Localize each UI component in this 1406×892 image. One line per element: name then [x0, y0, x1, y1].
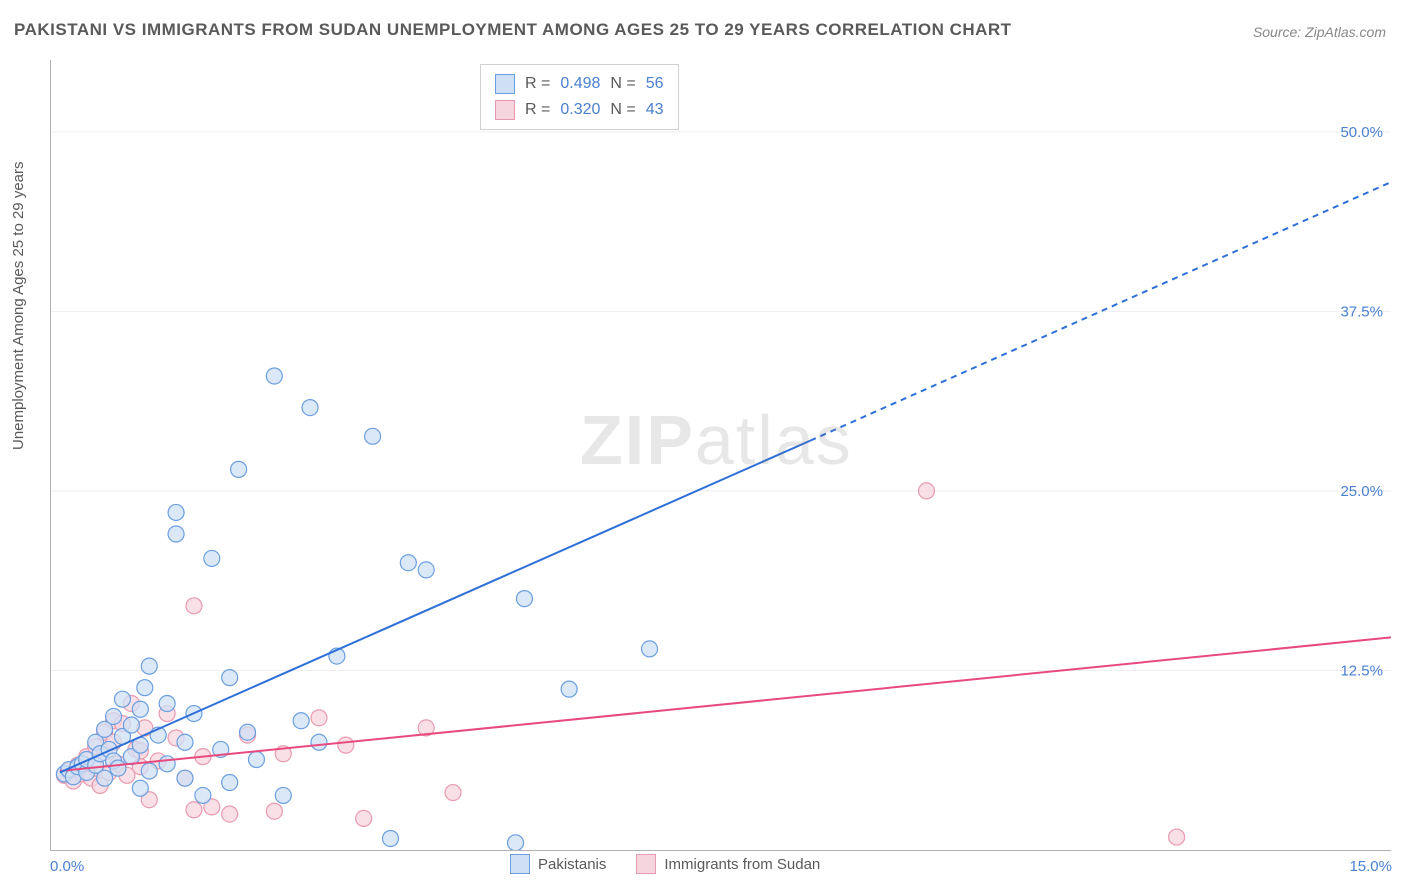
svg-text:12.5%: 12.5% — [1340, 662, 1383, 679]
legend-item-a: Pakistanis — [510, 854, 606, 874]
n-value-a: 56 — [646, 71, 664, 97]
r-label: R = — [525, 97, 550, 123]
svg-text:25.0%: 25.0% — [1340, 483, 1383, 500]
n-value-b: 43 — [646, 97, 664, 123]
swatch-series-a — [510, 854, 530, 874]
r-value-b: 0.320 — [560, 97, 600, 123]
chart-plot-area: 12.5% 25.0% 37.5% 50.0% — [50, 60, 1391, 851]
r-value-a: 0.498 — [560, 71, 600, 97]
n-label: N = — [610, 97, 635, 123]
x-axis-tick-min: 0.0% — [50, 858, 84, 875]
swatch-series-b — [495, 100, 515, 120]
r-label: R = — [525, 71, 550, 97]
chart-title: PAKISTANI VS IMMIGRANTS FROM SUDAN UNEMP… — [14, 20, 1012, 40]
swatch-series-a — [495, 74, 515, 94]
series-b-label: Immigrants from Sudan — [664, 856, 820, 873]
series-a-label: Pakistanis — [538, 856, 606, 873]
source-attribution: Source: ZipAtlas.com — [1253, 24, 1386, 40]
svg-text:37.5%: 37.5% — [1340, 303, 1383, 320]
svg-text:50.0%: 50.0% — [1340, 124, 1383, 141]
y-axis-label: Unemployment Among Ages 25 to 29 years — [10, 161, 27, 450]
legend-stats-row-b: R = 0.320 N = 43 — [495, 97, 664, 123]
x-axis-tick-max: 15.0% — [1349, 858, 1392, 875]
swatch-series-b — [636, 854, 656, 874]
scatter-plot-svg: 12.5% 25.0% 37.5% 50.0% — [51, 60, 1391, 850]
legend-stats-row-a: R = 0.498 N = 56 — [495, 71, 664, 97]
legend-series-box: Pakistanis Immigrants from Sudan — [510, 854, 820, 874]
n-label: N = — [610, 71, 635, 97]
legend-item-b: Immigrants from Sudan — [636, 854, 820, 874]
legend-stats-box: R = 0.498 N = 56 R = 0.320 N = 43 — [480, 64, 679, 130]
